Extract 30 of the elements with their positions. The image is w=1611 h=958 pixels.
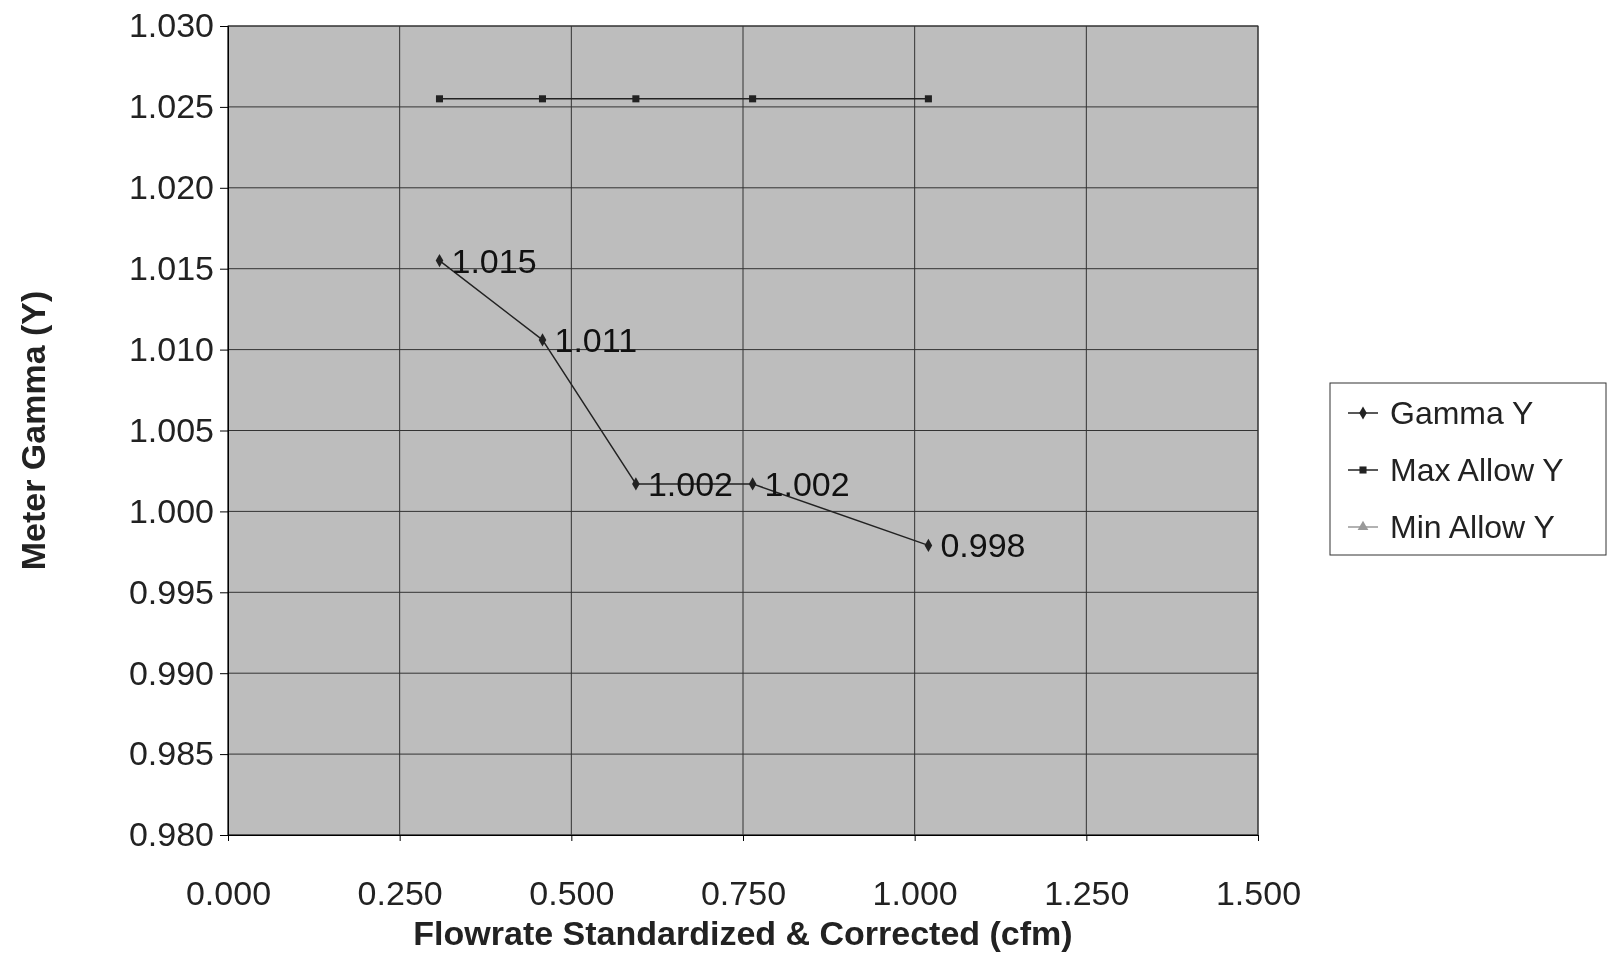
- y-tick-label: 0.990: [128, 653, 214, 692]
- legend-label: Min Allow Y: [1390, 509, 1555, 545]
- y-tick-label: 0.980: [128, 815, 214, 854]
- x-axis-title: Flowrate Standardized & Corrected (cfm): [413, 914, 1073, 952]
- point: [924, 95, 932, 103]
- x-tick-label: 1.000: [872, 874, 958, 913]
- y-tick-label: 0.985: [128, 734, 214, 773]
- point: [749, 95, 757, 103]
- x-tick-label: 1.500: [1215, 874, 1302, 913]
- x-tick-label: 0.750: [700, 874, 787, 913]
- y-tick-label: 0.995: [128, 572, 214, 611]
- y-tick-label: 1.030: [128, 6, 214, 45]
- x-tick-label: 0.500: [529, 874, 615, 913]
- point: [632, 95, 640, 103]
- data-label: 0.998: [940, 526, 1026, 565]
- x-tick-label: 1.250: [1044, 874, 1130, 913]
- legend-label: Max Allow Y: [1390, 452, 1564, 488]
- y-tick-label: 1.010: [128, 329, 214, 368]
- y-tick-label: 1.025: [128, 87, 214, 126]
- x-tick-label: 0.000: [185, 874, 272, 913]
- y-tick-label: 1.000: [128, 491, 214, 530]
- point: [435, 95, 444, 103]
- y-tick-label: 1.020: [128, 168, 214, 207]
- point: [538, 95, 547, 103]
- y-tick-label: 1.015: [128, 249, 214, 288]
- legend-label: Gamma Y: [1390, 395, 1534, 431]
- y-axis-title: Meter Gamma (Y): [14, 290, 52, 571]
- y-tick-label: 1.005: [128, 410, 214, 449]
- data-label: 1.002: [764, 464, 850, 503]
- x-tick-label: 0.250: [357, 874, 443, 913]
